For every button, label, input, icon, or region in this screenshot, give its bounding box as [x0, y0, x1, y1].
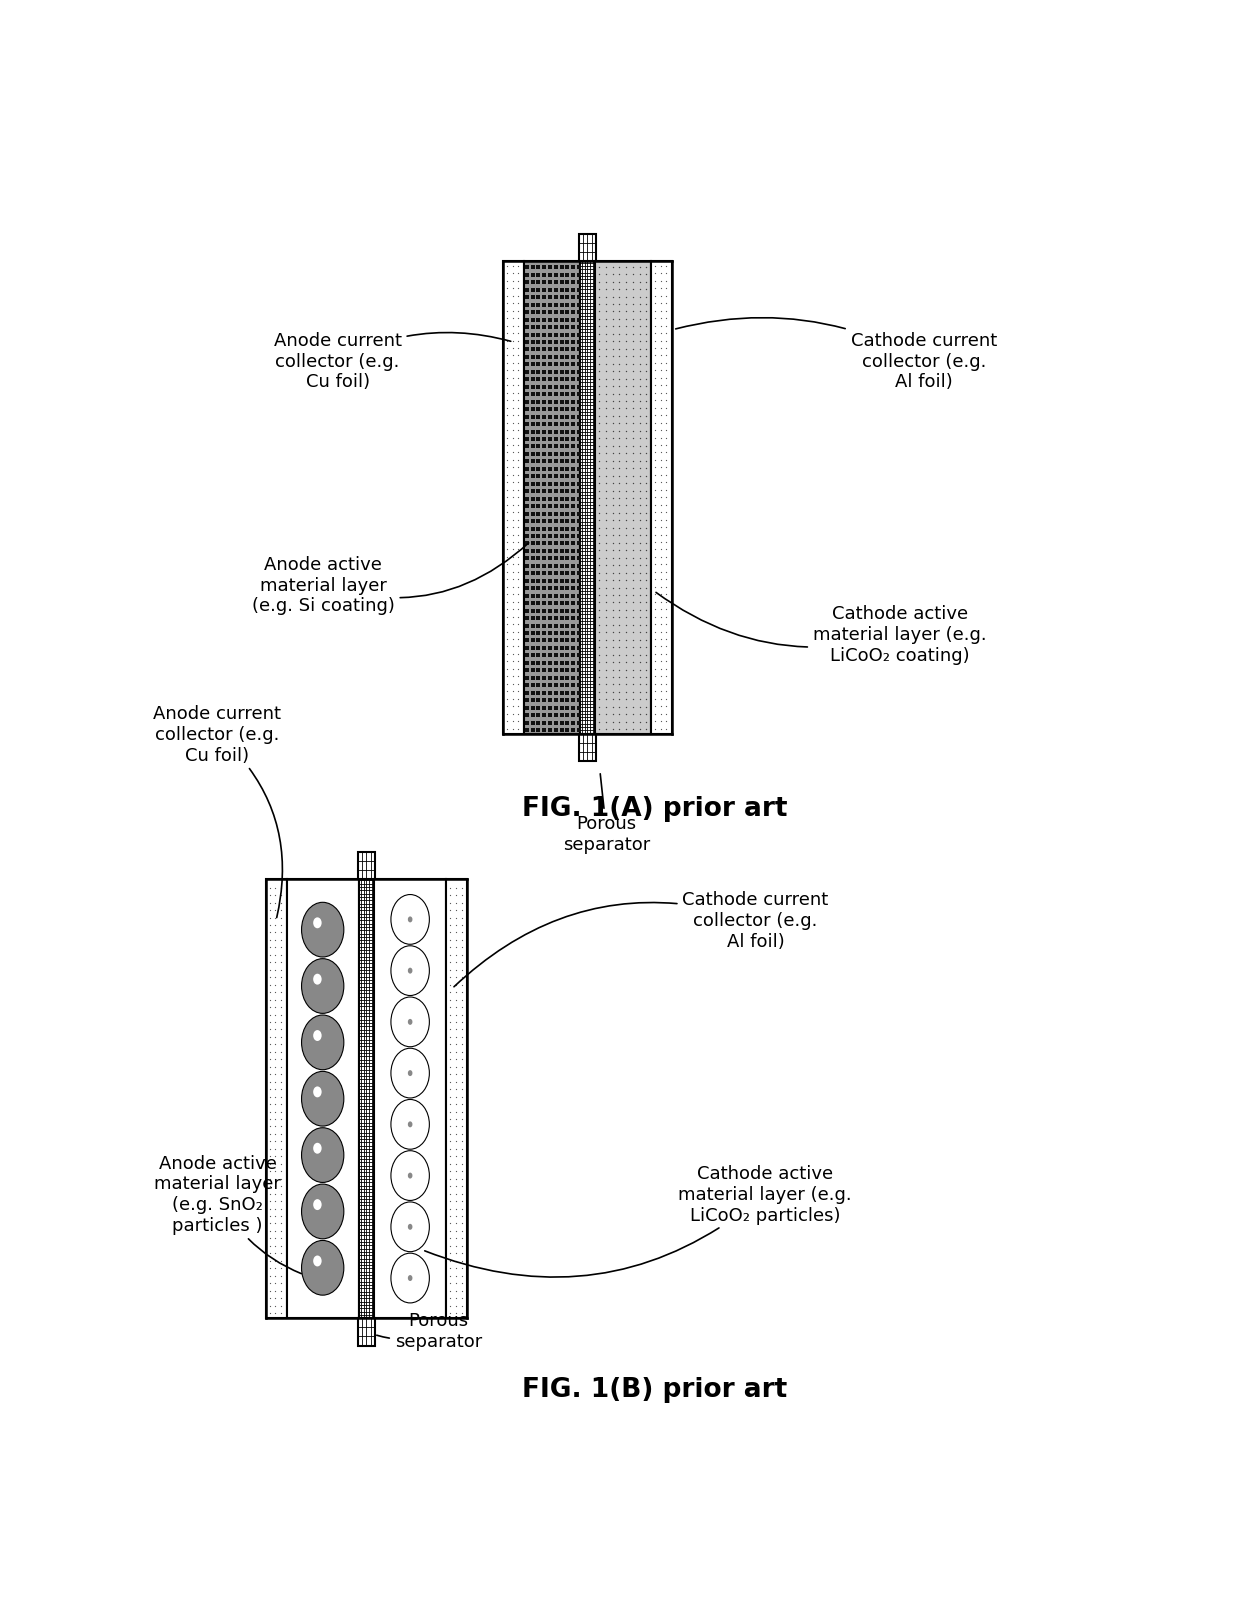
Text: FIG. 1(A) prior art: FIG. 1(A) prior art [522, 796, 787, 822]
Bar [286, 880, 358, 1319]
Bar [358, 852, 374, 880]
Bar [358, 1319, 374, 1346]
Bar [580, 261, 595, 734]
Circle shape [391, 1151, 429, 1201]
Circle shape [408, 917, 413, 923]
Text: Cathode active
material layer (e.g.
LiCoO₂ coating): Cathode active material layer (e.g. LiCo… [656, 592, 987, 665]
Circle shape [408, 1020, 413, 1025]
Text: Porous
separator: Porous separator [377, 1312, 482, 1351]
Circle shape [391, 946, 429, 996]
Text: FIG. 1(B) prior art: FIG. 1(B) prior art [522, 1377, 787, 1403]
Circle shape [314, 1030, 321, 1041]
Circle shape [391, 1099, 429, 1149]
Circle shape [408, 1070, 413, 1077]
Bar [579, 734, 596, 762]
Circle shape [301, 1241, 343, 1296]
Circle shape [391, 1202, 429, 1252]
Circle shape [408, 1275, 413, 1282]
Bar [503, 261, 525, 734]
Bar [579, 234, 596, 261]
Text: Anode active
material layer
(e.g. SnO₂
particles ): Anode active material layer (e.g. SnO₂ p… [154, 1154, 301, 1273]
Bar [374, 880, 446, 1319]
Text: Anode current
collector (e.g.
Cu foil): Anode current collector (e.g. Cu foil) [274, 331, 511, 391]
Bar [595, 261, 651, 734]
Circle shape [301, 1185, 343, 1240]
Bar [265, 880, 286, 1319]
Circle shape [301, 1015, 343, 1070]
Circle shape [314, 918, 321, 928]
Circle shape [314, 975, 321, 985]
Bar [651, 261, 672, 734]
Circle shape [301, 959, 343, 1014]
Circle shape [408, 968, 413, 973]
Text: Cathode current
collector (e.g.
Al foil): Cathode current collector (e.g. Al foil) [454, 891, 828, 988]
Bar [358, 880, 374, 1319]
Circle shape [314, 1086, 321, 1098]
Circle shape [301, 1072, 343, 1127]
Circle shape [391, 997, 429, 1047]
Text: Cathode current
collector (e.g.
Al foil): Cathode current collector (e.g. Al foil) [676, 318, 997, 391]
Circle shape [391, 896, 429, 944]
Text: Anode active
material layer
(e.g. Si coating): Anode active material layer (e.g. Si coa… [252, 544, 528, 615]
Circle shape [408, 1173, 413, 1178]
Circle shape [408, 1122, 413, 1128]
Circle shape [301, 1128, 343, 1183]
Circle shape [391, 1049, 429, 1098]
Text: Porous
separator: Porous separator [563, 775, 650, 854]
Circle shape [391, 1254, 429, 1302]
Circle shape [314, 1256, 321, 1267]
Circle shape [301, 902, 343, 957]
Circle shape [408, 1223, 413, 1230]
Circle shape [314, 1143, 321, 1154]
Text: Anode current
collector (e.g.
Cu foil): Anode current collector (e.g. Cu foil) [154, 704, 283, 918]
Text: Cathode active
material layer (e.g.
LiCoO₂ particles): Cathode active material layer (e.g. LiCo… [425, 1164, 852, 1277]
Circle shape [314, 1199, 321, 1210]
Bar [525, 261, 580, 734]
Bar [446, 880, 467, 1319]
